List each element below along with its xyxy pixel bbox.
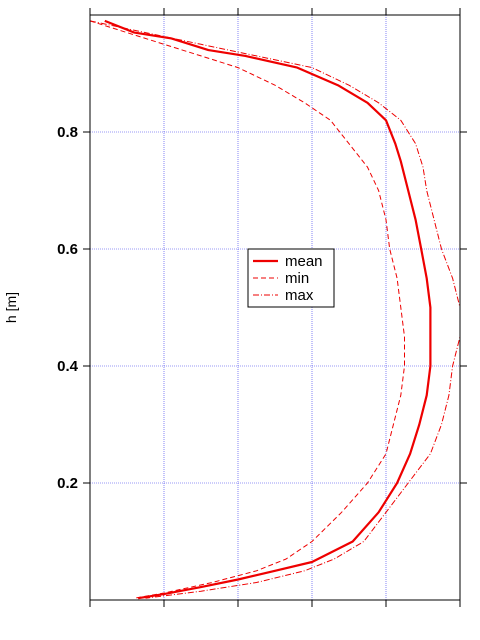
legend-label-min: min xyxy=(285,270,309,287)
series-min-line xyxy=(89,20,405,599)
y-tick-label: 0.2 xyxy=(57,475,78,492)
y-tick-label: 0.4 xyxy=(57,358,79,375)
legend-label-max: max xyxy=(285,287,314,304)
y-axis-label: h [m] xyxy=(3,292,19,323)
legend-label-mean: mean xyxy=(285,253,323,270)
y-tick-label: 0.8 xyxy=(57,124,78,141)
series-max-line xyxy=(89,20,461,599)
axis-ticks: 0.2 0.4 0.6 0.8 xyxy=(57,8,467,607)
plot-frame xyxy=(89,14,461,601)
series-mean-line xyxy=(104,19,432,600)
series-lines xyxy=(89,19,461,600)
y-tick-label: 0.6 xyxy=(57,241,78,258)
